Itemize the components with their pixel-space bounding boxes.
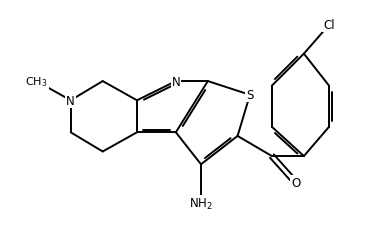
Text: N: N <box>66 94 75 107</box>
Text: NH$_2$: NH$_2$ <box>189 196 213 211</box>
Text: Cl: Cl <box>323 19 335 32</box>
Text: S: S <box>246 89 253 102</box>
Text: O: O <box>291 176 300 189</box>
Text: CH$_3$: CH$_3$ <box>25 75 48 89</box>
Text: N: N <box>171 75 180 88</box>
